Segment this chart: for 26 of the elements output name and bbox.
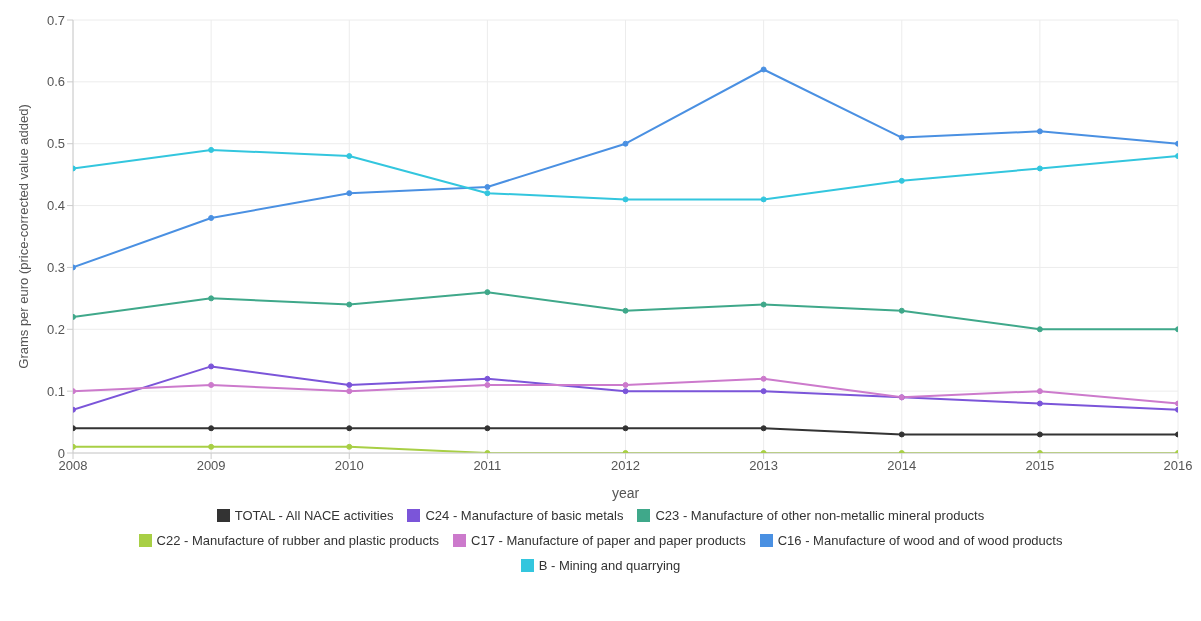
y-tick-label: 0.4 [46, 198, 65, 214]
y-tick-label: 0.2 [46, 321, 65, 337]
y-axis-title: Grams per euro (price-corrected value added) [15, 104, 31, 369]
legend-label: C17 - Manufacture of paper and paper products [471, 533, 746, 548]
x-tick-label: 2015 [1025, 458, 1055, 474]
x-axis-title: year [611, 485, 640, 501]
x-tick-label: 2012 [611, 458, 640, 474]
legend-label: C16 - Manufacture of wood and of wood products [777, 533, 1063, 548]
y-tick-label: 0.1 [46, 383, 65, 399]
y-tick-label: 0 [57, 445, 65, 461]
x-tick-label: 2014 [887, 458, 917, 474]
y-tick-label: 0.5 [46, 136, 65, 152]
x-tick-label: 2011 [473, 458, 502, 474]
x-tick-label: 2010 [334, 458, 364, 474]
y-tick-label: 0.3 [46, 260, 65, 276]
y-tick-label: 0.6 [46, 74, 65, 90]
y-tick-label: 0.7 [46, 12, 65, 28]
x-tick-label: 2008 [58, 458, 88, 474]
legend-label: C24 - Manufacture of basic metals [425, 508, 624, 523]
x-tick-label: 2009 [196, 458, 226, 474]
legend-label: B - Mining and quarrying [538, 558, 681, 573]
x-tick-label: 2013 [749, 458, 779, 474]
legend-label: TOTAL - All NACE activities [234, 508, 394, 523]
legend-label: C22 - Manufacture of rubber and plastic products [156, 533, 440, 548]
legend-label: C23 - Manufacture of other non-metallic mineral products [655, 508, 985, 523]
x-tick-label: 2016 [1163, 458, 1193, 474]
